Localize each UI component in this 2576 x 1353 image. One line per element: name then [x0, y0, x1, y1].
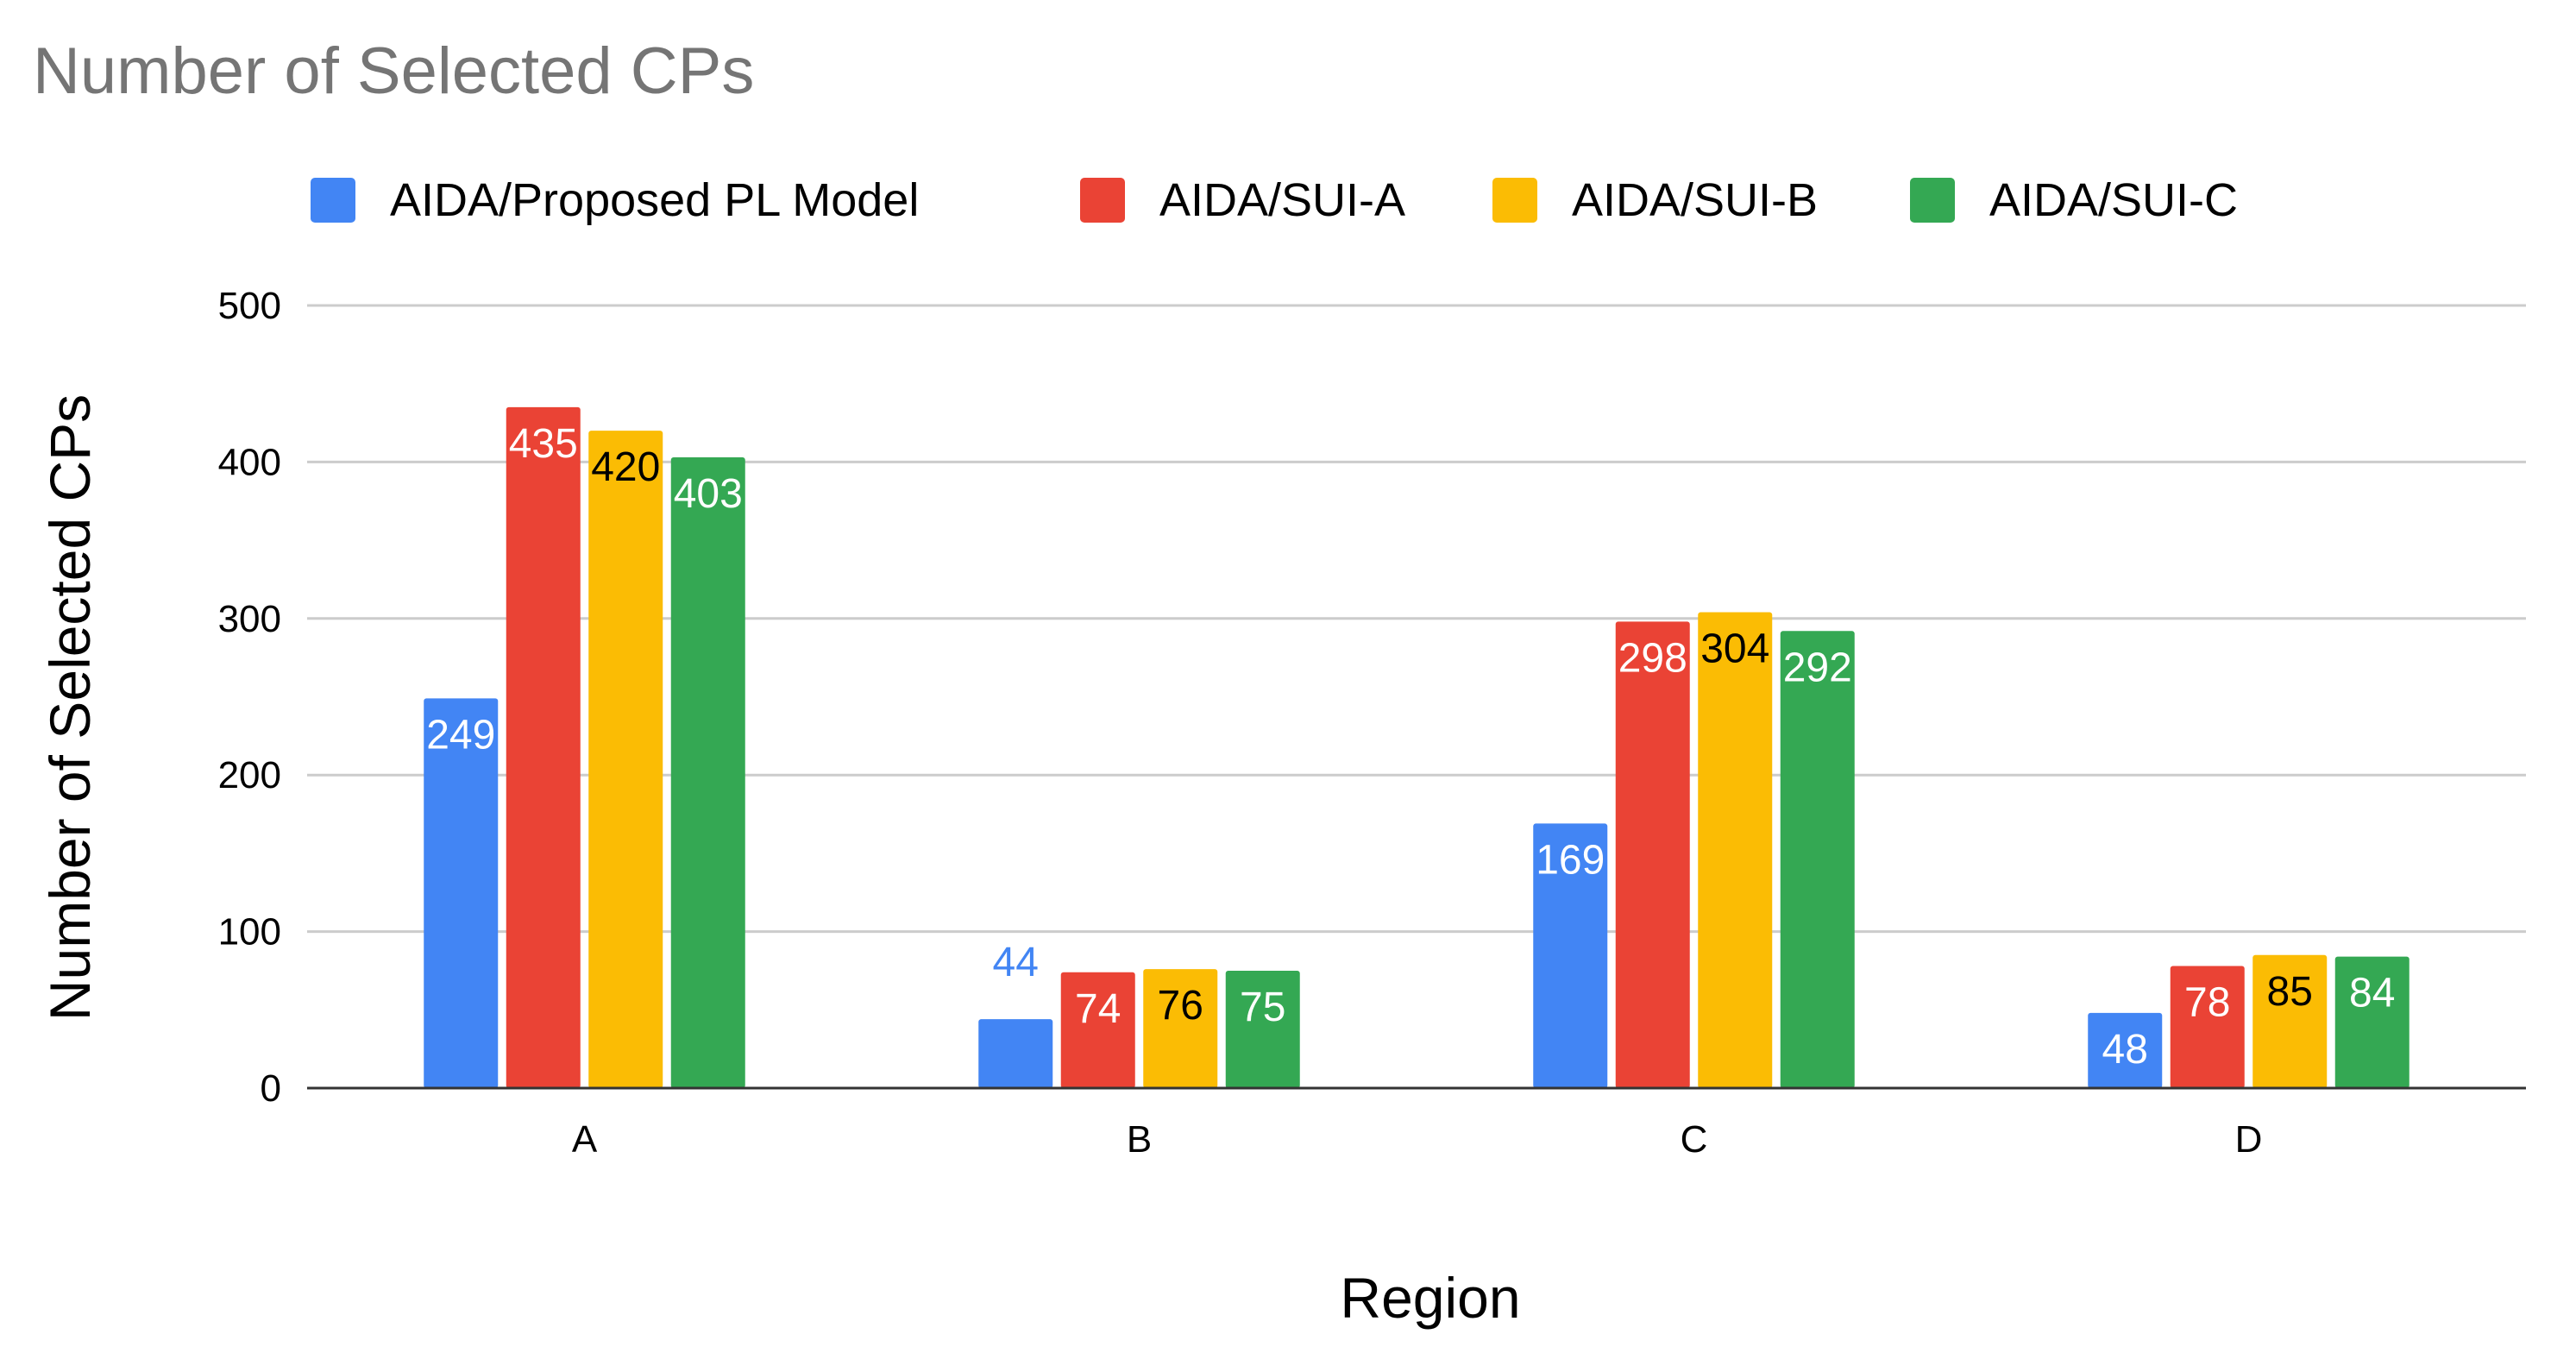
legend: AIDA/Proposed PL Model AIDA/SUI-A AIDA/SUI… [311, 174, 2238, 226]
y-tick-label-400: 400 [218, 441, 281, 483]
x-tick-label-B: B [1127, 1118, 1152, 1161]
data-label-B-series-1: 44 [993, 940, 1039, 985]
y-tick-label-200: 200 [218, 754, 281, 796]
bar-A-series-2 [506, 406, 581, 1088]
data-label-D-series-2: 78 [2184, 980, 2230, 1026]
x-axis-ticks: A B C D [572, 1118, 2263, 1161]
legend-label-1: AIDA/Proposed PL Model [390, 174, 919, 226]
legend-swatch-1 [311, 178, 355, 223]
data-label-D-series-3: 85 [2267, 969, 2313, 1015]
data-label-C-series-1: 169 [1536, 837, 1605, 883]
bar-D-series-3 [2252, 954, 2328, 1088]
legend-label-4: AIDA/SUI-C [1989, 174, 2238, 226]
bar-A-series-1 [424, 698, 499, 1088]
data-label-B-series-2: 74 [1075, 986, 1121, 1032]
bar-B-series-4 [1225, 970, 1300, 1088]
data-label-B-series-4: 75 [1240, 985, 1285, 1030]
bar-D-series-4 [2334, 956, 2410, 1088]
bars [424, 406, 2410, 1088]
bar-C-series-2 [1615, 621, 1690, 1088]
y-tick-label-0: 0 [261, 1067, 281, 1110]
y-tick-label-300: 300 [218, 598, 281, 640]
y-tick-label-100: 100 [218, 911, 281, 953]
data-label-A-series-2: 435 [509, 421, 578, 467]
bar-A-series-4 [670, 456, 745, 1088]
bar-D-series-1 [2088, 1012, 2163, 1088]
bar-C-series-4 [1780, 631, 1855, 1088]
data-label-D-series-4: 84 [2349, 971, 2395, 1016]
data-label-A-series-1: 249 [426, 712, 495, 758]
legend-swatch-3 [1492, 178, 1537, 223]
x-axis-label: Region [1340, 1266, 1520, 1330]
x-tick-label-C: C [1681, 1118, 1708, 1161]
data-label-C-series-4: 292 [1783, 645, 1852, 690]
data-label-C-series-2: 298 [1618, 635, 1687, 681]
data-labels: 249 435 420 403 44 74 76 75 169 298 304 292 48 78 85 84 [426, 421, 2395, 1073]
data-label-A-series-3: 420 [591, 444, 660, 490]
bar-D-series-2 [2170, 966, 2245, 1088]
y-tick-label-500: 500 [218, 285, 281, 327]
legend-label-3: AIDA/SUI-B [1572, 174, 1818, 226]
bar-B-series-3 [1143, 969, 1218, 1088]
chart-title: Number of Selected CPs [33, 35, 754, 108]
bar-C-series-3 [1698, 612, 1773, 1088]
bar-A-series-3 [588, 431, 663, 1088]
bar-B-series-2 [1060, 972, 1135, 1088]
bar-B-series-1 [978, 1019, 1053, 1088]
data-label-A-series-4: 403 [674, 471, 743, 517]
bar-C-series-1 [1533, 823, 1608, 1088]
data-label-B-series-3: 76 [1158, 983, 1203, 1029]
y-axis-ticks: 0 100 200 300 400 500 [218, 285, 281, 1110]
legend-swatch-2 [1080, 178, 1125, 223]
data-label-D-series-1: 48 [2102, 1027, 2148, 1073]
legend-label-2: AIDA/SUI-A [1159, 174, 1405, 226]
x-tick-label-A: A [572, 1118, 598, 1161]
y-axis-label: Number of Selected CPs [38, 394, 102, 1021]
x-tick-label-D: D [2235, 1118, 2263, 1161]
data-label-C-series-3: 304 [1700, 626, 1769, 672]
legend-swatch-4 [1910, 178, 1955, 223]
